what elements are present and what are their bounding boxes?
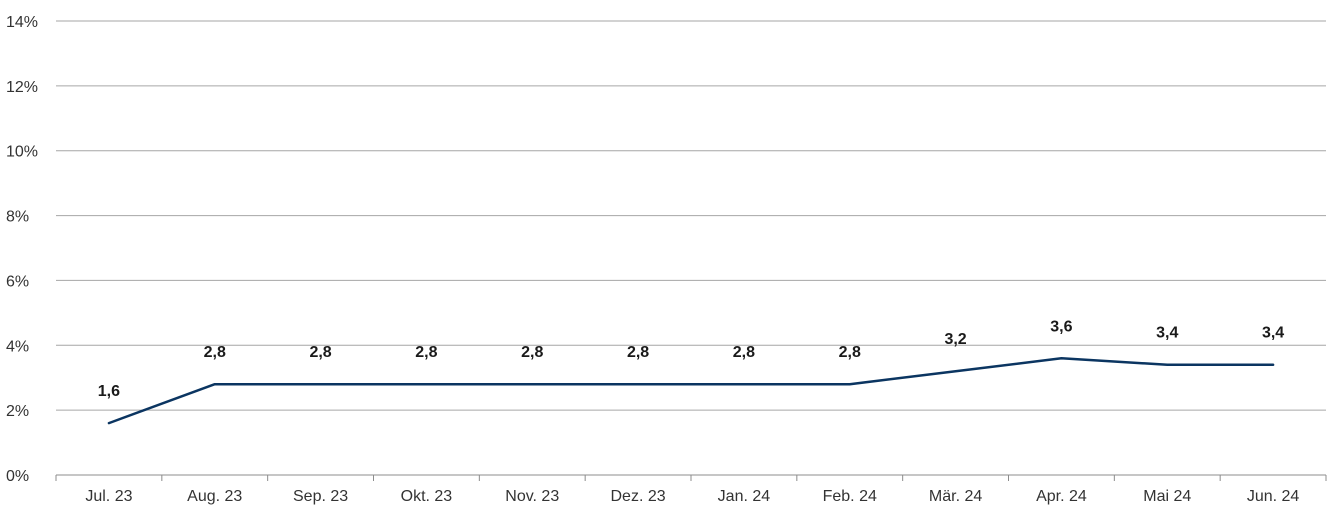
series-layer xyxy=(107,357,1275,425)
x-tick-label: Jan. 24 xyxy=(718,488,771,505)
data-label: 1,6 xyxy=(98,383,120,400)
y-tick-label: 2% xyxy=(6,403,29,420)
x-tick-label: Okt. 23 xyxy=(401,488,453,505)
y-tick-label: 6% xyxy=(6,273,29,290)
data-label: 3,4 xyxy=(1262,325,1284,342)
data-label: 2,8 xyxy=(521,344,543,361)
x-tick-label: Dez. 23 xyxy=(611,488,666,505)
x-axis: Jul. 23 Aug. 23 Sep. 23 Okt. 23 Nov. 23 Dez. … xyxy=(55,474,1327,505)
x-tick-label: Apr. 24 xyxy=(1036,488,1087,505)
x-tick-label: Feb. 24 xyxy=(823,488,877,505)
y-axis: 0% 2% 4% 6% 8% 10% 12% 14% xyxy=(6,14,38,485)
series-line xyxy=(107,357,1275,425)
x-tick-label: Mär. 24 xyxy=(929,488,982,505)
x-tick-label: Sep. 23 xyxy=(293,488,348,505)
x-tick-label: Aug. 23 xyxy=(187,488,242,505)
data-label: 2,8 xyxy=(839,344,861,361)
x-tick-label: Jul. 23 xyxy=(85,488,132,505)
y-tick-label: 10% xyxy=(6,144,38,161)
gridlines xyxy=(56,20,1326,411)
data-label: 3,6 xyxy=(1050,318,1072,335)
x-tick-label: Jun. 24 xyxy=(1247,488,1300,505)
data-label: 3,4 xyxy=(1156,325,1178,342)
x-tick-label: Mai 24 xyxy=(1143,488,1191,505)
data-label: 2,8 xyxy=(733,344,755,361)
data-label: 3,2 xyxy=(944,331,966,348)
y-tick-label: 14% xyxy=(6,14,38,31)
data-label: 2,8 xyxy=(627,344,649,361)
x-tick-label: Nov. 23 xyxy=(505,488,559,505)
data-label: 2,8 xyxy=(309,344,331,361)
y-tick-label: 8% xyxy=(6,209,29,226)
data-label: 2,8 xyxy=(415,344,437,361)
data-label: 2,8 xyxy=(204,344,226,361)
y-tick-label: 4% xyxy=(6,338,29,355)
y-tick-label: 12% xyxy=(6,79,38,96)
data-labels: 1,6 2,8 2,8 2,8 2,8 2,8 2,8 2,8 3,2 3,6 3,4 3,4 xyxy=(98,318,1285,400)
y-tick-label: 0% xyxy=(6,468,29,485)
